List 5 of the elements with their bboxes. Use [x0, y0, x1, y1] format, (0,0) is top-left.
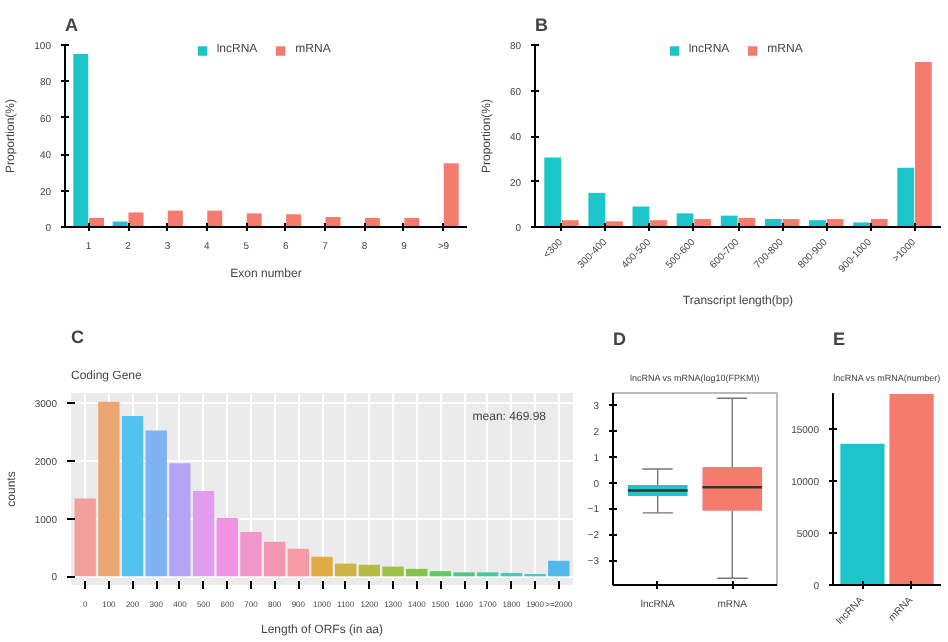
- text: B: [535, 15, 549, 35]
- text: E: [833, 329, 846, 349]
- text: D: [613, 329, 627, 349]
- text: C: [71, 327, 85, 347]
- text: A: [65, 15, 79, 35]
